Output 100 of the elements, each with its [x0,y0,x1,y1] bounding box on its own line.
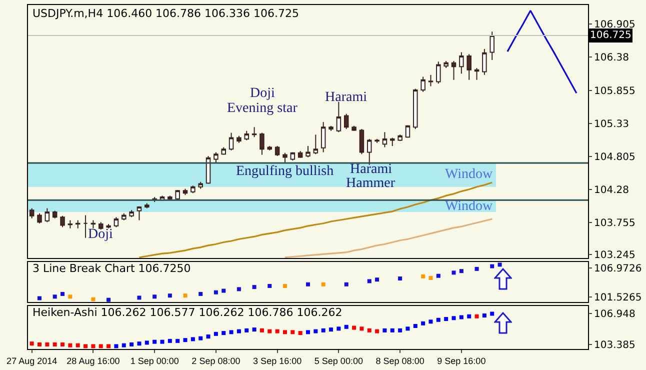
point [459,269,464,274]
candlestick [398,134,402,142]
candlestick [282,152,288,164]
ref-line-label: 106.725 [590,30,632,41]
point [252,285,256,290]
candlestick [252,126,257,138]
point [222,288,226,293]
point [236,287,241,292]
point [421,274,426,278]
candlestick [466,54,472,80]
candlestick [260,132,264,156]
point [52,294,57,299]
point [68,294,72,299]
x-tick-label: 3 Sep 16:00 [253,356,302,366]
point [498,262,502,267]
candlestick [221,146,226,156]
candlestick [190,185,196,194]
point [321,282,326,286]
candlestick [320,122,326,153]
point [152,294,157,299]
candlestick [428,74,434,87]
candlestick [405,124,410,138]
annotation: Harami [350,162,392,177]
line-series [284,218,493,258]
x-tick-label: 1 Sep 00:00 [130,356,179,366]
candlestick [366,138,372,166]
candlestick [336,101,342,133]
point [183,294,188,298]
candlestick [60,215,65,228]
y-tick-label: 103.385 [594,340,636,352]
y-tick-label: 104.805 [594,152,636,163]
point [60,292,65,296]
candlestick [236,135,242,144]
point [452,270,456,275]
point [106,298,111,302]
x-tick-label: 5 Sep 00:00 [314,356,363,366]
point [214,290,218,294]
x-tick-label: 9 Sep 16:00 [437,356,486,366]
candlestick [313,134,318,155]
point [490,264,494,268]
candlestick [352,125,356,132]
candlestick [451,60,456,80]
annotation: Doji [88,227,113,242]
candlestick [436,61,441,84]
point [282,284,287,288]
point [474,266,479,271]
candlestick [52,210,58,219]
band-label: Window [445,199,494,214]
point [375,278,380,282]
candlestick [413,88,418,130]
annotation: Doji [250,86,275,101]
annotation: Evening star [227,101,298,116]
y-tick-label: 106.9726 [594,264,642,274]
y-tick-label: 101.5265 [594,292,642,304]
candlestick [298,150,303,158]
chart-title: 3 Line Break Chart 106.7250 [32,262,191,276]
point [436,274,440,278]
candlestick [37,212,42,224]
point [91,297,96,302]
candlestick [482,48,487,76]
point [306,282,310,286]
annotation: Hammer [346,176,396,191]
x-tick-label: 2 Sep 08:00 [192,356,240,366]
candlestick [168,195,172,201]
point [137,296,142,300]
y-tick-label: 106.38 [594,52,629,64]
point [367,279,372,284]
candlestick [459,52,464,74]
annotation: Harami [325,90,368,105]
x-tick-label: 28 Aug 16:00 [66,356,120,366]
candlestick [344,113,349,130]
candlestick [228,132,234,151]
x-tick-label: 27 Aug 2014 [6,356,58,366]
candlestick [420,76,426,92]
y-tick-label: 103.245 [594,250,636,262]
band-label: Window [445,167,494,182]
annotation: Engulfing bullish [236,164,334,179]
y-tick-label: 106.948 [594,308,636,320]
candlestick [244,130,250,141]
candlestick [114,216,119,228]
y-tick-label: 105.855 [594,86,636,97]
candlestick [474,67,480,80]
candlestick [328,125,334,132]
candlestick [75,220,80,229]
point [38,296,42,300]
candlestick [175,190,180,201]
candlestick [390,137,395,146]
line-series [506,10,578,94]
y-tick-label: 106.905 [594,20,636,31]
candlestick [83,214,88,238]
point [168,294,172,298]
candlestick [44,208,50,223]
point [428,276,433,280]
candlestick [144,202,150,209]
candlestick [382,132,388,148]
point [344,282,348,286]
candlestick [198,181,203,190]
y-tick-label: 103.755 [594,218,636,229]
candlestick [267,145,272,151]
candlestick [214,152,218,164]
